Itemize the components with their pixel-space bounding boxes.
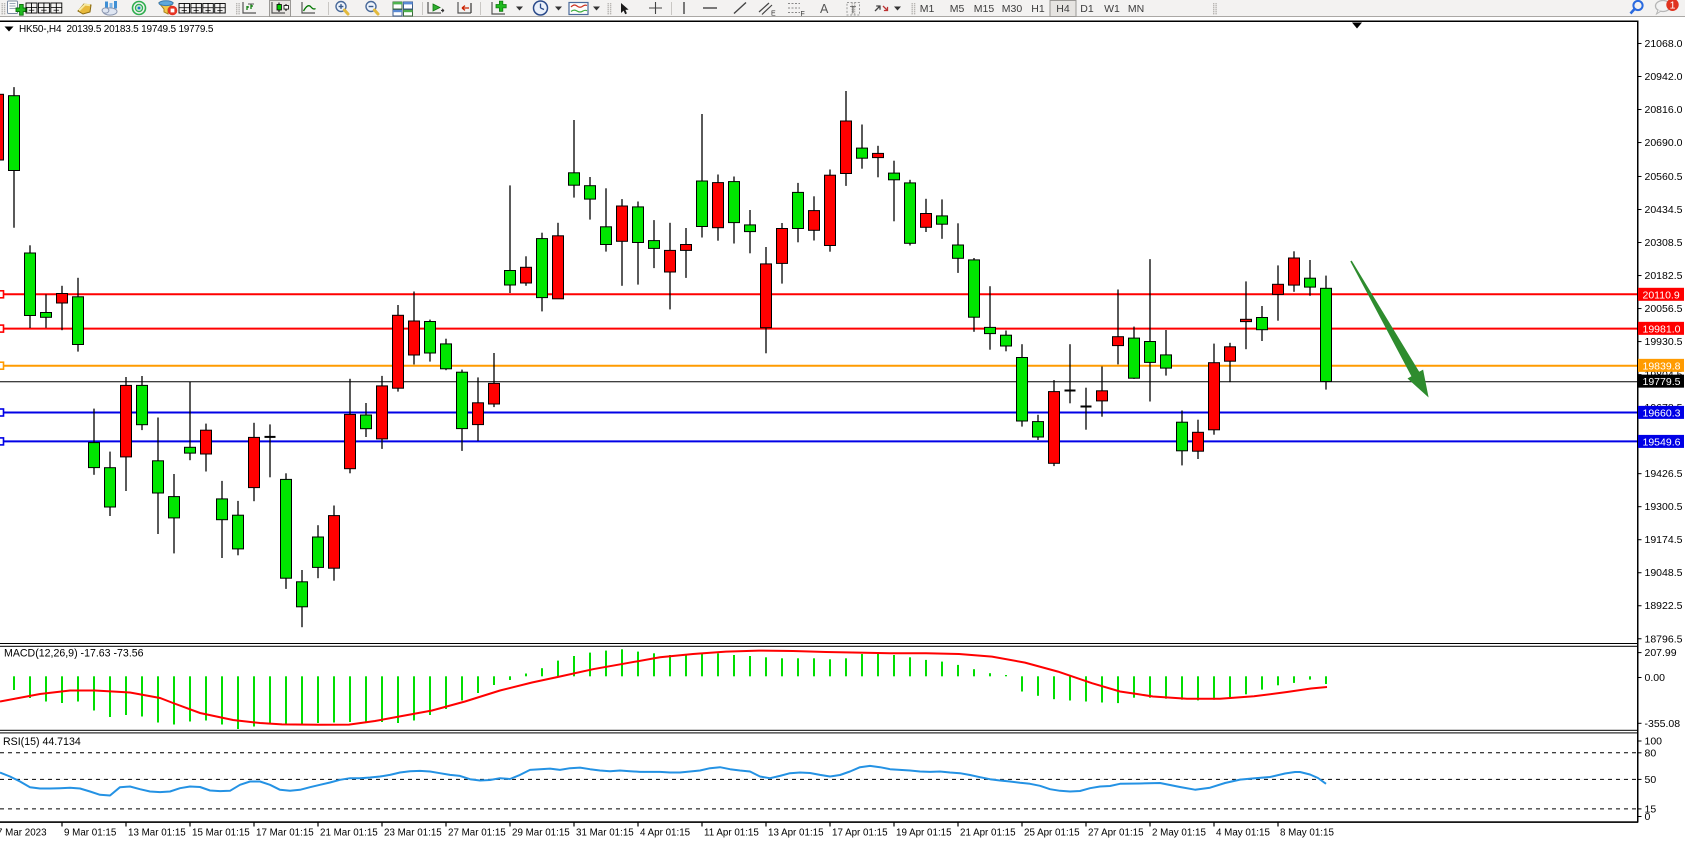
svg-text:0.00: 0.00 (1645, 672, 1666, 684)
svg-text:15: 15 (1645, 803, 1657, 815)
svg-text:20056.5: 20056.5 (1645, 303, 1683, 315)
svg-text:MN: MN (1128, 3, 1144, 15)
svg-text:27 Mar 01:15: 27 Mar 01:15 (448, 828, 506, 839)
svg-text:M5: M5 (950, 3, 965, 15)
svg-text:100: 100 (1645, 736, 1663, 748)
svg-text:20560.5: 20560.5 (1645, 171, 1683, 183)
svg-text:31 Mar 01:15: 31 Mar 01:15 (576, 828, 634, 839)
svg-text:20942.0: 20942.0 (1645, 71, 1683, 83)
svg-text:0: 0 (1645, 811, 1651, 823)
svg-text:A: A (820, 2, 829, 16)
svg-text:8 May 01:15: 8 May 01:15 (1280, 828, 1334, 839)
svg-text:207.99: 207.99 (1645, 647, 1677, 659)
svg-text:19930.5: 19930.5 (1645, 336, 1683, 348)
svg-text:13 Mar 01:15: 13 Mar 01:15 (128, 828, 186, 839)
svg-text:80: 80 (1645, 747, 1657, 759)
svg-text:19174.5: 19174.5 (1645, 534, 1683, 546)
svg-text:29 Mar 01:15: 29 Mar 01:15 (512, 828, 570, 839)
svg-text:18922.5: 18922.5 (1645, 600, 1683, 612)
svg-text:17 Apr 01:15: 17 Apr 01:15 (832, 828, 888, 839)
svg-text:4 May 01:15: 4 May 01:15 (1216, 828, 1270, 839)
svg-text:M1: M1 (920, 3, 935, 15)
svg-text:25 Apr 01:15: 25 Apr 01:15 (1024, 828, 1080, 839)
svg-text:19981.0: 19981.0 (1643, 323, 1681, 335)
svg-text:19426.5: 19426.5 (1645, 468, 1683, 480)
svg-text:19549.6: 19549.6 (1643, 436, 1681, 448)
svg-text:19300.5: 19300.5 (1645, 501, 1683, 513)
svg-text:W1: W1 (1104, 3, 1120, 15)
svg-text:15 Mar 01:15: 15 Mar 01:15 (192, 828, 250, 839)
svg-text:21 Apr 01:15: 21 Apr 01:15 (960, 828, 1016, 839)
svg-text:13 Apr 01:15: 13 Apr 01:15 (768, 828, 824, 839)
svg-text:1: 1 (1670, 0, 1676, 12)
svg-text:E: E (771, 11, 776, 18)
svg-text:18796.5: 18796.5 (1645, 633, 1683, 645)
svg-text:19 Apr 01:15: 19 Apr 01:15 (896, 828, 952, 839)
svg-text:M15: M15 (974, 3, 995, 15)
svg-text:-355.08: -355.08 (1645, 718, 1681, 730)
svg-text:17 Mar 01:15: 17 Mar 01:15 (256, 828, 314, 839)
svg-text:11 Apr 01:15: 11 Apr 01:15 (704, 828, 759, 839)
svg-text:20690.0: 20690.0 (1645, 137, 1683, 149)
svg-text:27 Apr 01:15: 27 Apr 01:15 (1088, 828, 1144, 839)
svg-text:23 Mar 01:15: 23 Mar 01:15 (384, 828, 442, 839)
svg-text:F: F (801, 11, 805, 18)
svg-text:H4: H4 (1056, 3, 1070, 15)
svg-text:19779.5: 19779.5 (1643, 376, 1681, 388)
svg-text:D1: D1 (1080, 3, 1094, 15)
svg-text:H1: H1 (1031, 3, 1045, 15)
svg-text:50: 50 (1645, 774, 1657, 786)
svg-text:20308.5: 20308.5 (1645, 237, 1683, 249)
svg-text:19048.5: 19048.5 (1645, 567, 1683, 579)
svg-text:19839.8: 19839.8 (1643, 360, 1681, 372)
svg-text:9 Mar 01:15: 9 Mar 01:15 (64, 828, 117, 839)
svg-text:HK50-,H4 20139.5 20183.5 1974: HK50-,H4 20139.5 20183.5 19749.5 19779.5 (19, 24, 214, 35)
svg-text:M30: M30 (1002, 3, 1023, 15)
svg-text:2 May 01:15: 2 May 01:15 (1152, 828, 1206, 839)
svg-text:20110.9: 20110.9 (1643, 289, 1680, 301)
svg-text:21068.0: 21068.0 (1645, 38, 1683, 50)
svg-text:20816.0: 20816.0 (1645, 104, 1683, 116)
svg-text:21 Mar 01:15: 21 Mar 01:15 (320, 828, 378, 839)
svg-text:7 Mar 2023: 7 Mar 2023 (0, 828, 47, 839)
svg-text:20434.5: 20434.5 (1645, 204, 1683, 216)
svg-text:RSI(15) 44.7134: RSI(15) 44.7134 (3, 736, 81, 748)
svg-text:4 Apr 01:15: 4 Apr 01:15 (640, 828, 691, 839)
svg-text:T: T (850, 4, 857, 16)
svg-text:20182.5: 20182.5 (1645, 270, 1683, 282)
svg-text:MACD(12,26,9) -17.63 -73.56: MACD(12,26,9) -17.63 -73.56 (4, 648, 144, 660)
svg-text:19660.3: 19660.3 (1643, 407, 1681, 419)
